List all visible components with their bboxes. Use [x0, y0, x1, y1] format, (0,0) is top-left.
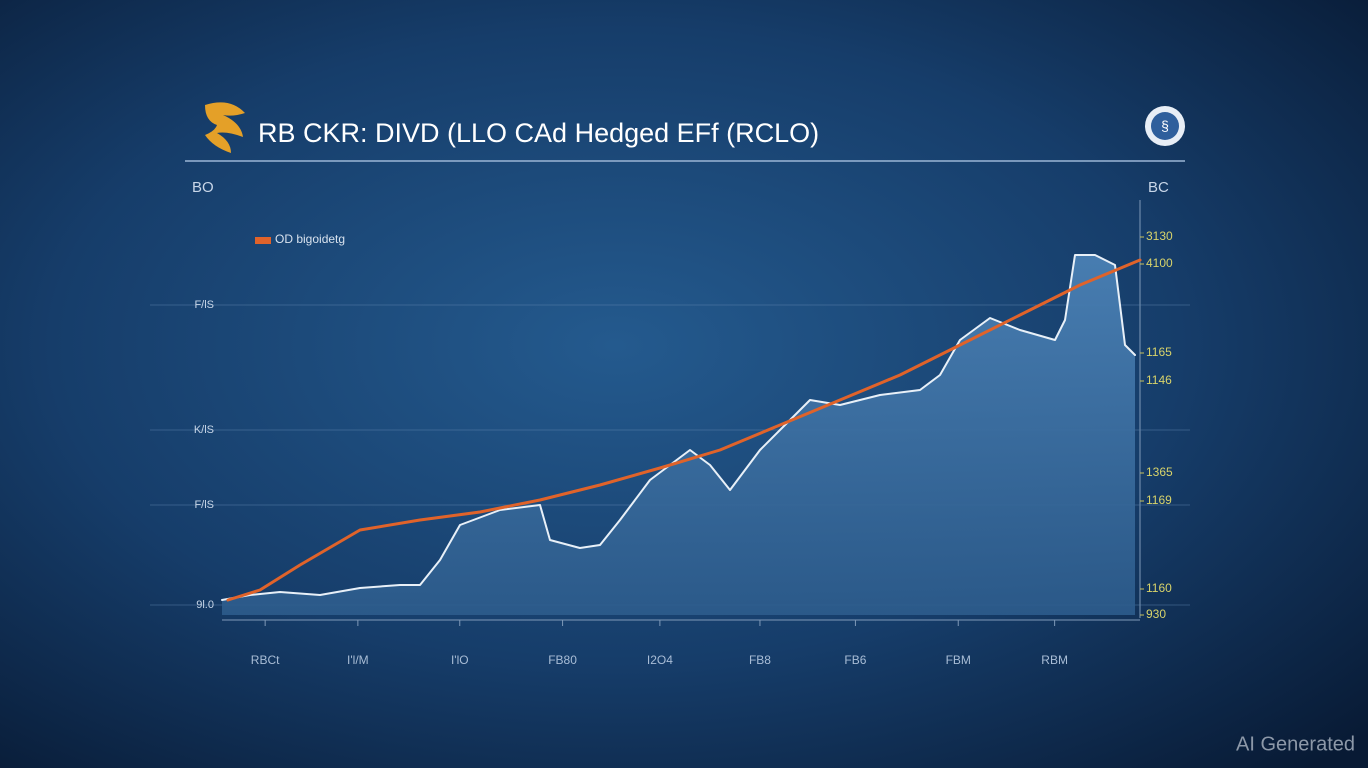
- x-tick-label: I'lO: [451, 653, 469, 667]
- badge: §: [1145, 106, 1185, 146]
- y2-tick-label: 1165: [1146, 345, 1172, 359]
- chart-title: RB CKR: DIVD (LLO CAd Hedged EFf (RCLO): [258, 118, 819, 148]
- y2-tick-label: 930: [1146, 607, 1166, 621]
- line: [226, 258, 1142, 602]
- legend-label: OD bigoidetg: [275, 232, 345, 246]
- y2-tick-label: 1146: [1146, 373, 1172, 387]
- legend-swatch: [255, 237, 271, 244]
- y-tick-label: F/lS: [194, 299, 214, 311]
- y2-tick-label: 4100: [1146, 256, 1173, 270]
- y2-tick-label: 1169: [1146, 493, 1172, 507]
- y-axis-label: BO: [192, 179, 214, 196]
- y2-tick-label: 3130: [1146, 229, 1173, 243]
- x-tick-label: I'l/M: [347, 653, 369, 667]
- y2-tick-label: 1365: [1146, 465, 1173, 479]
- plot-area: F/lS K/lS F/lS 9l.0 3130 4100 1165 1146 1365 1169…: [150, 229, 1190, 667]
- y-tick-label: K/lS: [194, 424, 214, 436]
- x-tick-label: I2O4: [647, 653, 673, 667]
- line: [221, 254, 1136, 601]
- watermark: AI Generated: [1236, 733, 1355, 755]
- x-tick-label: FB80: [548, 653, 577, 667]
- area: [222, 255, 1135, 615]
- y-tick-label: 9l.0: [196, 599, 214, 611]
- y2-axis-label: BC: [1148, 179, 1169, 196]
- x-tick-label: FB6: [844, 653, 866, 667]
- x-tick-label: FB8: [749, 653, 771, 667]
- x-tick-label: RBM: [1041, 653, 1068, 667]
- x-tick-label: FBM: [946, 653, 971, 667]
- y2-tick-label: 1160: [1146, 581, 1172, 595]
- x-tick-label: RBCt: [251, 653, 280, 667]
- svg-text:§: §: [1161, 118, 1169, 134]
- logo: [205, 102, 245, 153]
- y-tick-label: F/lS: [194, 499, 214, 511]
